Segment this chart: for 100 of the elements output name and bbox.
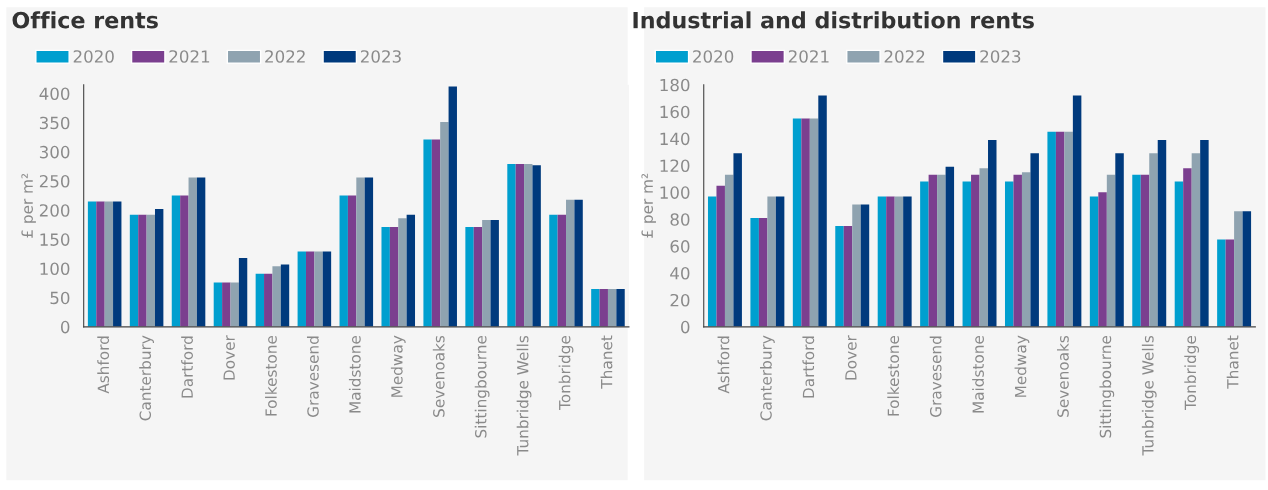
bar [809, 118, 819, 327]
bar [297, 251, 306, 327]
bar [180, 195, 189, 327]
bar [1064, 131, 1073, 327]
bar [255, 273, 265, 327]
bar [775, 196, 785, 327]
bar [767, 196, 776, 327]
bar [1242, 211, 1252, 327]
x-tick-label: Tonbridge [558, 335, 574, 410]
legend-label: 2022 [884, 50, 925, 63]
y-tick-label: 140 [660, 132, 690, 146]
bar [979, 168, 989, 327]
legend-label: 2022 [265, 50, 305, 63]
bar [87, 201, 97, 327]
bar [852, 204, 861, 327]
bar [230, 282, 239, 327]
bar [843, 225, 853, 327]
bar [96, 201, 105, 327]
bar [599, 288, 608, 327]
bar [389, 227, 399, 327]
bar [557, 214, 567, 327]
bar [490, 220, 499, 327]
y-tick-label: 300 [39, 145, 70, 159]
x-tick-label: Canterbury [139, 335, 154, 421]
legend-label: 2020 [693, 50, 734, 63]
bar [945, 166, 955, 327]
bar [750, 217, 759, 327]
chart-title: Office rents [12, 11, 158, 29]
y-tick-label: 160 [660, 105, 690, 119]
bar [222, 282, 231, 327]
y-tick-label: 60 [670, 240, 690, 253]
bar [920, 181, 929, 327]
x-tick-label: Thanet [1226, 335, 1239, 389]
bar [733, 153, 742, 327]
bar [1132, 174, 1141, 327]
legend-label: 2023 [360, 50, 401, 63]
bar [801, 118, 810, 327]
y-axis-title: £ per m² [21, 173, 36, 238]
bar [213, 282, 223, 327]
bar [305, 251, 315, 327]
x-tick-label: Dover [223, 335, 235, 380]
bar [1234, 211, 1243, 327]
bar [272, 266, 281, 327]
bar [1106, 174, 1116, 327]
bar [988, 139, 997, 327]
bar [607, 288, 617, 327]
bar [1030, 153, 1039, 327]
bar [928, 174, 938, 327]
y-tick-label: 40 [670, 267, 690, 280]
bar [104, 201, 114, 327]
bar [515, 164, 525, 327]
bar [314, 251, 323, 327]
bar [1140, 174, 1150, 327]
x-tick-label: Thanet [600, 335, 613, 389]
x-tick-label: Folkestone [887, 335, 900, 416]
bar [860, 204, 870, 327]
bar [448, 86, 457, 327]
y-tick-label: 80 [670, 213, 690, 226]
bar [1047, 131, 1056, 327]
bar [835, 225, 844, 327]
bar [707, 196, 717, 327]
bar [129, 214, 139, 327]
bar [616, 288, 625, 327]
y-tick-label: 350 [39, 116, 70, 130]
x-tick-label: Medway [1014, 335, 1030, 397]
x-tick-label: Tunbridge Wells [1141, 335, 1157, 456]
legend-label: 2021 [788, 50, 829, 63]
bar [171, 195, 181, 327]
bar [398, 218, 407, 327]
bar [146, 214, 155, 327]
bar [1013, 174, 1022, 327]
y-tick-label: 150 [40, 233, 70, 246]
bar [886, 196, 895, 327]
y-tick-label: 200 [39, 204, 70, 217]
bar [473, 227, 483, 327]
bar [1183, 168, 1192, 327]
bar [356, 177, 365, 327]
bar [524, 164, 533, 327]
bar [1072, 95, 1082, 327]
bar [549, 214, 558, 327]
x-tick-label: Gravesend [306, 336, 319, 417]
bar [894, 196, 904, 327]
bar [758, 217, 768, 327]
x-tick-label: Folkestone [265, 335, 277, 416]
x-tick-label: Maidstone [348, 335, 361, 413]
y-tick-label: 400 [39, 87, 70, 101]
bar [937, 174, 946, 327]
x-tick-label: Ashford [97, 336, 110, 394]
bar [574, 199, 583, 327]
bar [1055, 131, 1065, 327]
bar [1191, 153, 1201, 327]
x-tick-label: Ashford [717, 336, 730, 394]
x-tick-label: Gravesend [929, 336, 942, 417]
x-tick-label: Sevenoaks [432, 335, 445, 417]
bar [423, 139, 432, 327]
bar [188, 177, 197, 327]
bar [113, 201, 122, 327]
bar [1089, 196, 1099, 327]
bar [566, 199, 575, 327]
y-tick-label: 100 [660, 186, 690, 199]
